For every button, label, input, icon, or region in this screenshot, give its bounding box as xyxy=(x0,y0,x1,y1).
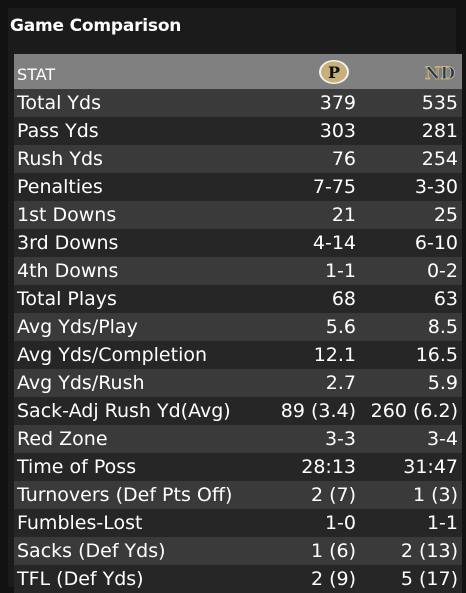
team2-value: 254 xyxy=(421,148,458,170)
stat-label: Red Zone xyxy=(17,428,108,450)
table-row: Time of Poss 28:13 31:47 xyxy=(14,453,462,481)
team1-value: 1-1 xyxy=(324,260,356,282)
team1-value: 379 xyxy=(319,92,356,114)
team2-value: 16.5 xyxy=(415,344,458,366)
team1-value: 2 (7) xyxy=(310,484,356,506)
stat-label: Fumbles-Lost xyxy=(17,512,143,534)
team2-value: 2 (13) xyxy=(400,540,458,562)
stat-label: 4th Downs xyxy=(17,260,119,282)
stat-label: Avg Yds/Play xyxy=(17,316,138,338)
svg-text:P: P xyxy=(328,63,340,82)
stat-label: Penalties xyxy=(17,176,103,198)
panel-title: Game Comparison xyxy=(10,16,182,36)
team1-value: 68 xyxy=(331,288,356,310)
stat-label: Time of Poss xyxy=(17,456,137,478)
team1-value: 28:13 xyxy=(301,456,356,478)
team1-value: 76 xyxy=(331,148,356,170)
stat-label: Total Plays xyxy=(17,288,117,310)
stat-label: Sack-Adj Rush Yd(Avg) xyxy=(17,400,231,422)
table-row: Pass Yds 303 281 xyxy=(14,117,462,145)
stat-label: Total Yds xyxy=(17,92,101,114)
team2-value: 6-10 xyxy=(414,232,458,254)
table-row: Total Yds 379 535 xyxy=(14,89,462,117)
table-row: Sacks (Def Yds) 1 (6) 2 (13) xyxy=(14,537,462,565)
table-body: Total Yds 379 535 Pass Yds 303 281 Rush Yds 76 2… xyxy=(14,89,462,593)
team2-value: 31:47 xyxy=(403,456,458,478)
team1-value: 3-3 xyxy=(324,428,356,450)
stat-label: TFL (Def Yds) xyxy=(17,568,144,590)
team2-value: 5 (17) xyxy=(400,568,458,590)
team2-value: 535 xyxy=(421,92,458,114)
team2-value: 63 xyxy=(433,288,458,310)
stat-label: Avg Yds/Completion xyxy=(17,344,208,366)
stat-label: Turnovers (Def Pts Off) xyxy=(17,484,233,506)
table-row: Total Plays 68 63 xyxy=(14,285,462,313)
purdue-logo-icon: P xyxy=(319,59,349,84)
team2-value: 281 xyxy=(421,120,458,142)
team2-header: ND xyxy=(362,58,462,86)
notre-dame-logo-icon: ND xyxy=(424,63,456,84)
stat-label: Pass Yds xyxy=(17,120,99,142)
team1-value: 2.7 xyxy=(325,372,356,394)
team2-value: 25 xyxy=(433,204,458,226)
table-row: Penalties 7-75 3-30 xyxy=(14,173,462,201)
svg-text:ND: ND xyxy=(425,64,456,84)
comparison-table: STAT P ND Total Yds 379 535 Pass Yds 303 281 R… xyxy=(14,54,462,593)
team2-value: 3-30 xyxy=(414,176,458,198)
team1-value: 1-0 xyxy=(324,512,356,534)
stat-label: Rush Yds xyxy=(17,148,103,170)
team2-value: 260 (6.2) xyxy=(370,400,458,422)
stat-label: 1st Downs xyxy=(17,204,117,226)
table-row: 4th Downs 1-1 0-2 xyxy=(14,257,462,285)
team1-value: 303 xyxy=(319,120,356,142)
table-row: TFL (Def Yds) 2 (9) 5 (17) xyxy=(14,565,462,593)
table-row: 1st Downs 21 25 xyxy=(14,201,462,229)
table-row: Avg Yds/Rush 2.7 5.9 xyxy=(14,369,462,397)
stat-label: Avg Yds/Rush xyxy=(17,372,145,394)
team2-value: 1 (3) xyxy=(412,484,458,506)
team2-value: 5.9 xyxy=(427,372,458,394)
stat-label: Sacks (Def Yds) xyxy=(17,540,166,562)
team1-value: 5.6 xyxy=(325,316,356,338)
team1-value: 89 (3.4) xyxy=(280,400,356,422)
team1-value: 1 (6) xyxy=(310,540,356,562)
table-row: Fumbles-Lost 1-0 1-1 xyxy=(14,509,462,537)
game-comparison-panel: Game Comparison STAT P ND Total Yds 379 53… xyxy=(8,8,462,593)
team1-header: P xyxy=(262,58,362,86)
table-row: 3rd Downs 4-14 6-10 xyxy=(14,229,462,257)
team2-value: 1-1 xyxy=(426,512,458,534)
table-row: Avg Yds/Completion 12.1 16.5 xyxy=(14,341,462,369)
table-header: STAT P ND xyxy=(14,54,462,89)
team1-value: 12.1 xyxy=(313,344,356,366)
table-row: Red Zone 3-3 3-4 xyxy=(14,425,462,453)
stat-column-header: STAT xyxy=(17,65,56,84)
stat-label: 3rd Downs xyxy=(17,232,119,254)
table-row: Sack-Adj Rush Yd(Avg) 89 (3.4) 260 (6.2) xyxy=(14,397,462,425)
table-row: Turnovers (Def Pts Off) 2 (7) 1 (3) xyxy=(14,481,462,509)
table-row: Avg Yds/Play 5.6 8.5 xyxy=(14,313,462,341)
team1-value: 2 (9) xyxy=(310,568,356,590)
team2-value: 0-2 xyxy=(426,260,458,282)
team1-value: 7-75 xyxy=(312,176,356,198)
team2-value: 8.5 xyxy=(427,316,458,338)
team2-value: 3-4 xyxy=(426,428,458,450)
table-row: Rush Yds 76 254 xyxy=(14,145,462,173)
team1-value: 4-14 xyxy=(312,232,356,254)
team1-value: 21 xyxy=(331,204,356,226)
